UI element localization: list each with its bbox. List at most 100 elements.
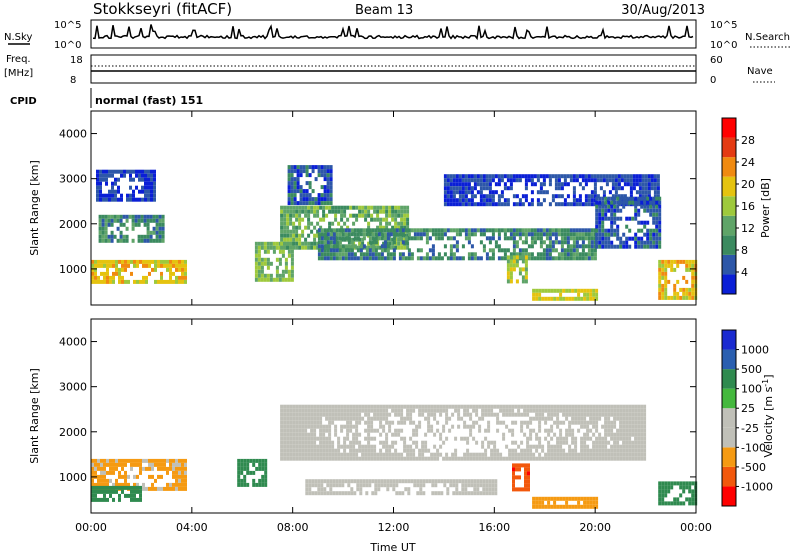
power-cell-6 — [374, 252, 378, 257]
velocity-cell-3 — [304, 428, 308, 433]
power-cell-4 — [403, 209, 407, 214]
power-cell-2 — [108, 189, 111, 194]
power-cell-2 — [144, 169, 147, 174]
velocity-cell-3 — [301, 452, 305, 457]
power-cell-10 — [652, 232, 656, 237]
power-cell-4 — [319, 217, 323, 222]
power-cell-6 — [494, 228, 498, 233]
power-cell-0 — [142, 279, 145, 284]
power-cell-5 — [290, 201, 294, 206]
power-cell-6 — [401, 232, 405, 237]
power-cell-7 — [446, 202, 450, 207]
velocity-cell-0 — [175, 486, 178, 491]
velocity-cell-4 — [491, 479, 495, 484]
velocity-cell-3 — [340, 408, 344, 413]
velocity-cell-3 — [478, 424, 482, 429]
velocity-cell-3 — [574, 404, 578, 409]
power-cell-4 — [292, 241, 296, 246]
power-cell-10 — [595, 216, 599, 221]
velocity-cell-3 — [625, 444, 629, 449]
power-cell-1 — [152, 226, 156, 231]
velocity-cell-6 — [544, 504, 548, 509]
velocity-cell-3 — [472, 404, 476, 409]
velocity-cell-4 — [359, 479, 363, 484]
power-cell-4 — [352, 237, 356, 242]
power-cell-4 — [322, 209, 326, 214]
velocity-cell-4 — [479, 483, 483, 488]
power-cell-7 — [581, 186, 585, 191]
power-cell-6 — [371, 256, 375, 261]
velocity-cell-3 — [538, 404, 542, 409]
velocity-cell-3 — [280, 452, 284, 457]
power-cell-6 — [455, 256, 459, 261]
power-cell-4 — [406, 209, 410, 214]
power-cell-8 — [544, 296, 548, 301]
power-cell-6 — [542, 256, 546, 261]
velocity-cell-3 — [604, 452, 608, 457]
velocity-cell-0 — [124, 474, 127, 479]
power-cell-3 — [260, 261, 264, 266]
power-cell-8 — [559, 288, 563, 293]
velocity-cell-3 — [523, 404, 527, 409]
velocity-cell-0 — [154, 462, 157, 467]
velocity-cell-3 — [598, 416, 602, 421]
power-cell-4 — [355, 205, 359, 210]
velocity-cell-4 — [485, 487, 489, 492]
power-cell-6 — [344, 248, 348, 253]
velocity-cell-4 — [359, 491, 363, 496]
power-colorbar-swatch-4 — [722, 196, 736, 216]
power-cell-6 — [566, 256, 570, 261]
power-cell-11 — [685, 267, 689, 272]
velocity-cell-3 — [400, 412, 404, 417]
velocity-colorbar-swatch-0 — [722, 486, 736, 506]
power-cell-4 — [301, 229, 305, 234]
power-cell-7 — [527, 174, 531, 179]
velocity-cell-0 — [127, 482, 130, 487]
power-cell-7 — [653, 186, 657, 191]
power-cell-10 — [613, 216, 617, 221]
velocity-cell-4 — [419, 487, 423, 492]
power-cell-5 — [317, 197, 321, 202]
velocity-cell-3 — [571, 440, 575, 445]
velocity-cell-3 — [409, 452, 413, 457]
velocity-cell-3 — [544, 420, 548, 425]
power-cell-5 — [296, 169, 300, 174]
velocity-cell-3 — [520, 456, 524, 461]
velocity-cell-6 — [547, 504, 551, 509]
power-cell-6 — [452, 252, 456, 257]
power-cell-6 — [407, 228, 411, 233]
velocity-cell-3 — [322, 432, 326, 437]
velocity-cell-0 — [184, 482, 187, 487]
velocity-cell-4 — [443, 483, 447, 488]
velocity-cell-3 — [523, 452, 527, 457]
velocity-cell-5 — [527, 487, 530, 492]
velocity-cell-3 — [337, 416, 341, 421]
velocity-cell-7 — [685, 497, 689, 502]
velocity-cell-3 — [643, 416, 647, 421]
velocity-cell-3 — [475, 420, 479, 425]
power-cell-6 — [425, 240, 429, 245]
power-cell-7 — [449, 202, 453, 207]
velocity-cell-3 — [337, 412, 341, 417]
power-cell-7 — [596, 194, 600, 199]
velocity-cell-3 — [580, 416, 584, 421]
velocity-cell-3 — [418, 404, 422, 409]
power-cell-6 — [497, 256, 501, 261]
velocity-cell-4 — [320, 491, 324, 496]
velocity-cell-0 — [136, 474, 139, 479]
velocity-cell-1 — [121, 489, 124, 494]
power-cell-1 — [98, 230, 102, 235]
velocity-cell-3 — [322, 440, 326, 445]
power-cell-0 — [142, 259, 145, 264]
velocity-cell-4 — [467, 479, 471, 484]
velocity-cell-2 — [261, 462, 265, 467]
velocity-cell-3 — [334, 416, 338, 421]
power-cell-3 — [281, 249, 285, 254]
velocity-cell-3 — [412, 452, 416, 457]
velocity-cell-0 — [151, 482, 154, 487]
velocity-cell-3 — [523, 408, 527, 413]
velocity-cell-3 — [490, 452, 494, 457]
velocity-cell-4 — [392, 479, 396, 484]
power-cell-0 — [112, 275, 115, 280]
velocity-cell-3 — [532, 428, 536, 433]
